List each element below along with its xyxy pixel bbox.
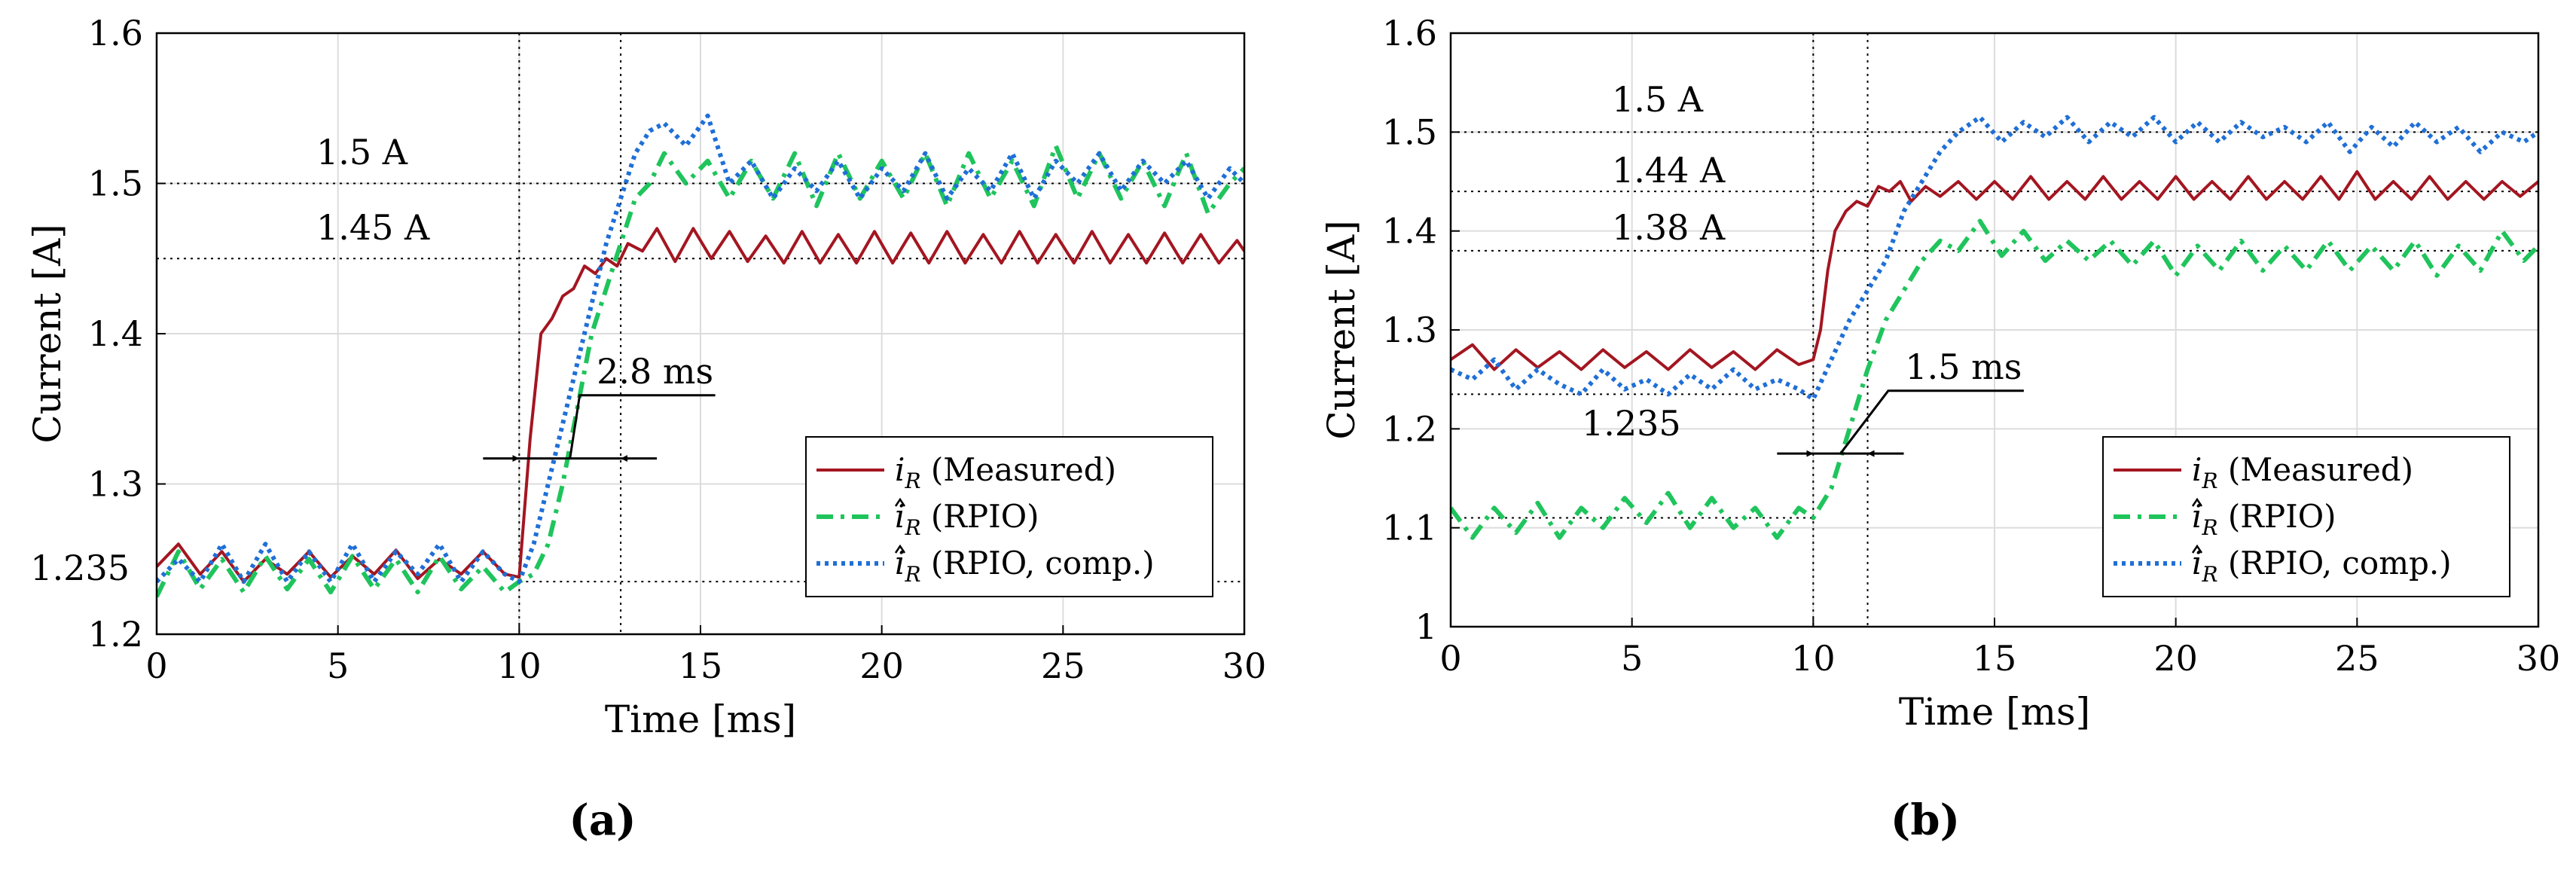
annotation-1235: 1.235 xyxy=(30,548,130,588)
x-tick-label: 0 xyxy=(145,646,167,686)
series-line-rpio xyxy=(1451,218,2538,540)
x-tick-label: 15 xyxy=(1973,638,2017,679)
x-axis-label: Time [ms] xyxy=(605,698,796,741)
x-tick-label: 10 xyxy=(1791,638,1836,679)
y-tick-label: 1.2 xyxy=(1382,408,1437,449)
x-tick-label: 20 xyxy=(859,646,904,686)
x-axis-label: Time [ms] xyxy=(1899,690,2090,734)
legend-entry: iR (Measured) xyxy=(895,451,1116,493)
y-tick-label: 1.5 xyxy=(1382,111,1437,152)
y-axis-label: Current [A] xyxy=(26,224,69,443)
series-line-measured xyxy=(1451,169,2538,371)
y-tick-label: 1 xyxy=(1415,606,1437,647)
y-axis-label: Current [A] xyxy=(1320,220,1363,439)
x-tick-label: 30 xyxy=(2516,638,2561,679)
x-tick-label: 5 xyxy=(327,646,349,686)
series-line-rpio-comp xyxy=(157,113,1244,585)
hat-glyph xyxy=(894,497,906,507)
chart-panel-b: 0 5 10 15 20 25 30 1 1.1 1.2 1.3 1.4 1.5 1.6 Time [ms]… xyxy=(1320,13,2560,845)
x-tick-label: 20 xyxy=(2153,638,2198,679)
legend: iR (Measured) iR (RPIO) iR (RPIO, comp.) xyxy=(2102,436,2510,597)
y-tick-label: 1.4 xyxy=(88,313,143,354)
delay-label: 1.5 ms xyxy=(1905,346,2022,387)
x-tick-label: 0 xyxy=(1439,638,1461,679)
legend-entry: iR (RPIO) xyxy=(2192,498,2336,540)
y-tick-label: 1.6 xyxy=(1382,13,1437,53)
x-tick-label: 25 xyxy=(1041,646,1085,686)
legend-entry: iR (Measured) xyxy=(2192,451,2413,493)
delay-leader-line xyxy=(569,394,716,459)
x-tick-label: 30 xyxy=(1222,646,1267,686)
y-tick-label: 1.3 xyxy=(1382,310,1437,350)
x-tick-label: 25 xyxy=(2335,638,2379,679)
annotation-value: 1.44 A xyxy=(1612,150,1726,191)
annotation-value: 1.5 A xyxy=(316,132,408,172)
y-tick-label: 1.6 xyxy=(88,13,143,53)
hat-glyph xyxy=(894,544,906,554)
series-line-measured xyxy=(157,227,1244,584)
delay-leader-line xyxy=(1839,389,2024,455)
x-tick-label: 10 xyxy=(497,646,542,686)
annotation-value: 1.5 A xyxy=(1612,79,1704,120)
series-line-rpio xyxy=(157,143,1244,598)
y-tick-label: 1.3 xyxy=(88,464,143,505)
y-tick-label: 1.5 xyxy=(88,163,143,204)
y-tick-label: 1.1 xyxy=(1382,508,1437,548)
y-tick-label: 1.2 xyxy=(88,614,143,655)
chart-panel-a: 0 5 10 15 20 25 30 1.2 1.3 1.4 1.5 1.6 Time [ms] Curr… xyxy=(26,13,1266,845)
panel-label: (b) xyxy=(1891,795,1960,845)
panel-label: (a) xyxy=(569,795,636,845)
annotation-1235: 1.235 xyxy=(1582,403,1681,444)
x-tick-label: 15 xyxy=(679,646,723,686)
annotation-value: 1.45 A xyxy=(316,207,430,248)
delay-label: 2.8 ms xyxy=(597,351,713,392)
legend: iR (Measured) iR (RPIO) iR (RPIO, comp.) xyxy=(805,436,1213,597)
annotation-value: 1.38 A xyxy=(1612,207,1726,248)
hat-glyph xyxy=(2191,497,2203,507)
legend-entry: iR (RPIO, comp.) xyxy=(895,545,1155,587)
hat-glyph xyxy=(2191,544,2203,554)
legend-entry: iR (RPIO) xyxy=(895,498,1039,540)
legend-entry: iR (RPIO, comp.) xyxy=(2192,545,2452,587)
y-tick-label: 1.4 xyxy=(1382,211,1437,252)
x-tick-label: 5 xyxy=(1621,638,1643,679)
